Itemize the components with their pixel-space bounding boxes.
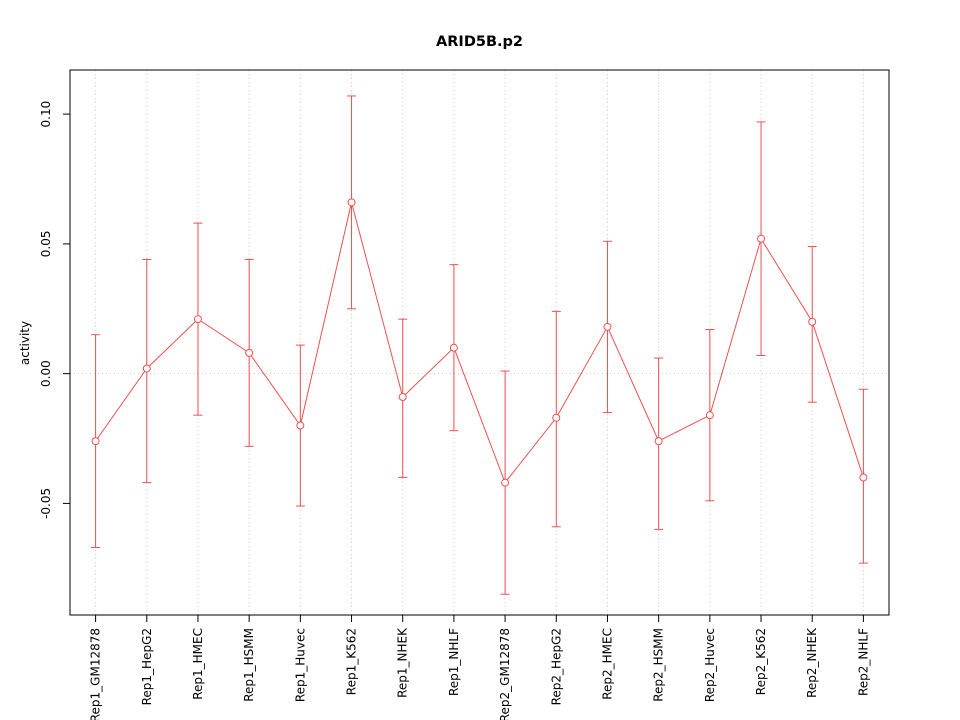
data-point	[603, 322, 612, 331]
y-tick-label: 0.10	[39, 101, 53, 128]
data-point	[654, 437, 663, 446]
x-tick-label: Rep1_NHLF	[447, 628, 461, 696]
x-tick-label: Rep2_HepG2	[549, 628, 563, 705]
data-point	[296, 421, 305, 430]
x-tick-label: Rep2_HSMM	[652, 628, 666, 702]
chart-title: ARID5B.p2	[436, 34, 523, 50]
y-tick-label: 0.00	[39, 360, 53, 387]
y-tick-label: 0.05	[39, 231, 53, 258]
data-point	[91, 437, 100, 446]
y-axis-label: activity	[18, 320, 32, 366]
data-point	[552, 413, 561, 422]
x-tick-label: Rep1_HSMM	[242, 628, 256, 702]
y-tick-label: -0.05	[39, 488, 53, 519]
data-point	[808, 317, 817, 326]
x-tick-label: Rep2_NHLF	[856, 628, 870, 696]
data-point	[245, 348, 254, 357]
x-tick-label: Rep2_Huvec	[703, 628, 717, 702]
data-point	[398, 393, 407, 401]
x-tick-label: Rep1_GM12878	[89, 628, 103, 720]
data-point	[193, 315, 202, 324]
x-tick-label: Rep1_NHEK	[396, 627, 410, 698]
x-tick-label: Rep1_HMEC	[191, 628, 205, 700]
series-line	[95, 202, 864, 484]
x-tick-label: Rep2_HMEC	[600, 628, 614, 700]
x-tick-label: Rep2_K562	[754, 628, 768, 695]
data-point	[705, 411, 714, 420]
x-tick-label: Rep1_K562	[345, 628, 359, 695]
x-tick-label: Rep2_NHEK	[805, 627, 819, 698]
data-point	[347, 198, 356, 207]
data-point	[859, 473, 868, 482]
x-tick-label: Rep2_GM12878	[498, 628, 512, 720]
data-point	[142, 364, 151, 373]
plot-border	[69, 69, 890, 616]
x-tick-label: Rep1_HepG2	[140, 628, 154, 705]
data-point	[449, 343, 458, 352]
data-point	[757, 234, 766, 243]
data-point	[501, 478, 510, 487]
x-tick-label: Rep1_Huvec	[293, 628, 307, 702]
